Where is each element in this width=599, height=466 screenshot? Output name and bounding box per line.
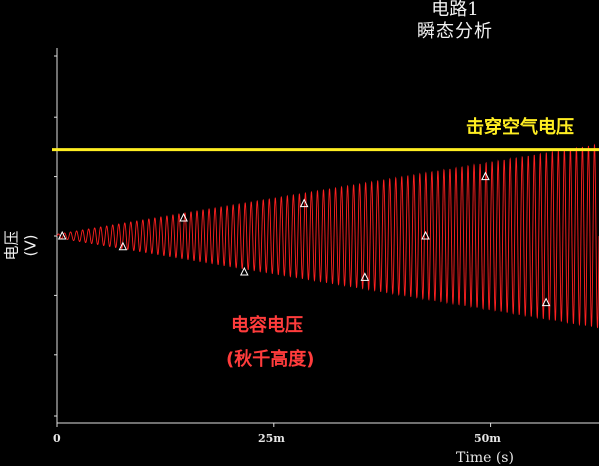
marker-triangle-4 bbox=[299, 198, 309, 208]
marker-triangle-5 bbox=[360, 272, 370, 281]
x-axis-label: Time (s) bbox=[456, 450, 514, 466]
marker-triangle-1 bbox=[118, 241, 128, 251]
capacitor-voltage-label: 电容电压 bbox=[231, 315, 303, 336]
marker-triangle-3 bbox=[240, 266, 249, 276]
breakdown-voltage-label: 击穿空气电压 bbox=[466, 117, 574, 138]
y-axis-label: 电压(V) bbox=[2, 230, 40, 261]
marker-triangle-8 bbox=[541, 297, 551, 307]
marker-triangle-2 bbox=[179, 212, 188, 222]
marker-triangle-7 bbox=[481, 171, 490, 181]
chart-subtitle: 瞬态分析 bbox=[417, 21, 493, 42]
chart-title: 电路1 bbox=[431, 0, 479, 20]
swing-height-label: (秋千高度) bbox=[226, 349, 315, 370]
x-tick-label-25m: 25m bbox=[258, 432, 285, 445]
marker-triangle-0 bbox=[57, 230, 67, 240]
marker-triangle-6 bbox=[421, 230, 430, 240]
capacitor-voltage-series bbox=[56, 143, 599, 329]
x-tick-label-50m: 50m bbox=[474, 432, 501, 445]
x-tick-label-0: 0 bbox=[53, 432, 61, 445]
